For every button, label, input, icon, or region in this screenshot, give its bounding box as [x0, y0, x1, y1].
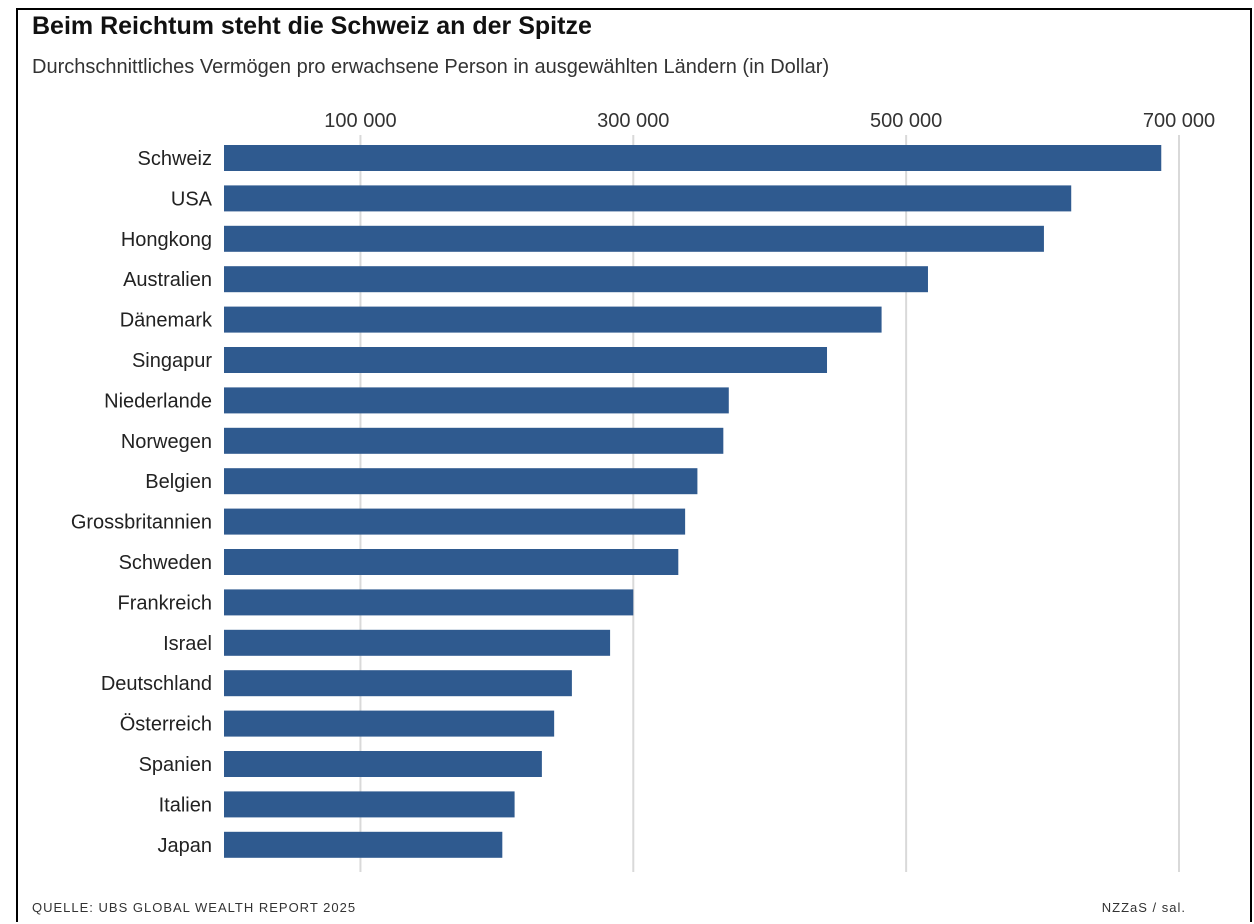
bar — [224, 468, 698, 495]
chart-frame — [16, 8, 1252, 922]
category-label: Österreich — [120, 714, 212, 736]
bar — [224, 145, 1162, 171]
category-label: Grossbritannien — [71, 512, 212, 534]
bar — [224, 387, 729, 414]
chart-title: Beim Reichtum steht die Schweiz an der S… — [32, 12, 592, 40]
category-label: Schweden — [119, 552, 212, 574]
bar — [224, 347, 828, 373]
bar — [224, 629, 611, 656]
category-label: Italien — [159, 794, 212, 816]
category-label: Australien — [123, 269, 212, 291]
category-label: USA — [171, 188, 213, 210]
bar — [224, 549, 679, 575]
bar — [224, 306, 882, 333]
x-tick-label: 300 000 — [597, 110, 669, 132]
category-label: Japan — [158, 835, 213, 857]
bar — [224, 791, 515, 818]
bar — [224, 266, 928, 293]
bar — [224, 589, 634, 616]
bar — [224, 185, 1072, 212]
x-tick-label: 700 000 — [1143, 110, 1215, 132]
category-label: Niederlande — [104, 390, 212, 412]
category-label: Frankreich — [118, 592, 212, 614]
category-label: Belgien — [145, 471, 212, 493]
category-label: Schweiz — [138, 148, 212, 170]
bar — [224, 670, 572, 697]
x-tick-label: 500 000 — [870, 110, 942, 132]
credit-note: NZZaS / sal. — [1101, 900, 1186, 915]
category-label: Deutschland — [101, 673, 212, 695]
category-label: Norwegen — [121, 431, 212, 453]
category-label: Israel — [163, 633, 212, 655]
bar — [224, 751, 542, 777]
bar — [224, 427, 724, 454]
source-note: QUELLE: UBS GLOBAL WEALTH REPORT 2025 — [32, 900, 357, 915]
chart-subtitle: Durchschnittliches Vermögen pro erwachse… — [32, 56, 830, 78]
category-label: Singapur — [132, 350, 212, 372]
bar — [224, 831, 503, 858]
bar — [224, 508, 686, 535]
category-label: Dänemark — [120, 310, 213, 332]
x-tick-label: 100 000 — [324, 110, 396, 132]
bar — [224, 225, 1044, 252]
bar — [224, 710, 555, 737]
category-label: Hongkong — [121, 229, 212, 251]
category-label: Spanien — [139, 754, 212, 776]
